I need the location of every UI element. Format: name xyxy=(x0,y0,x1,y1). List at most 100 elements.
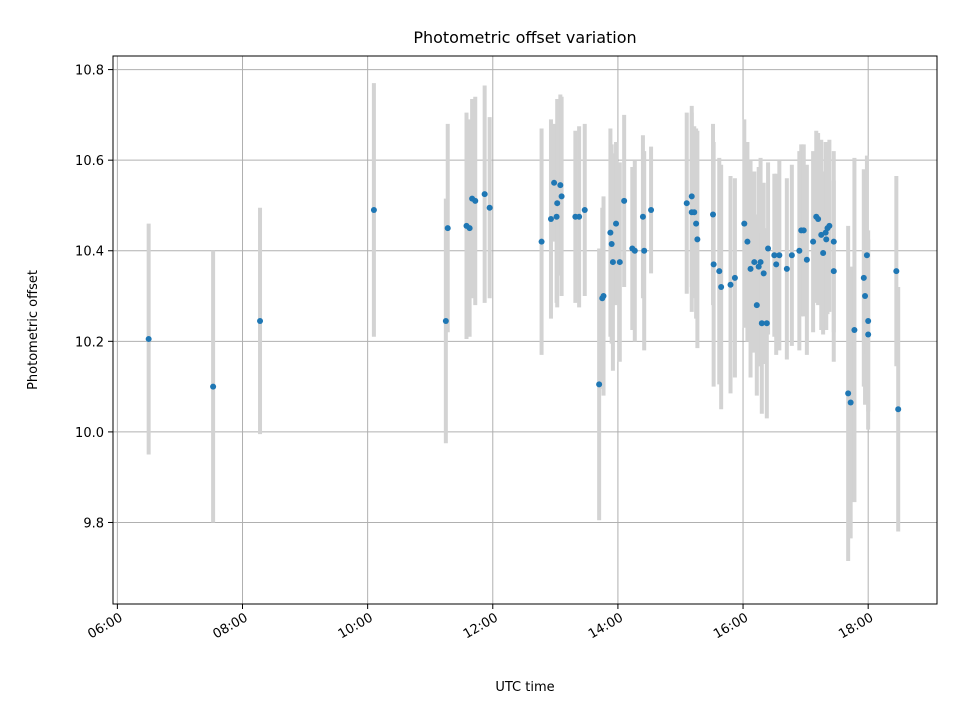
x-tick-label: 10:00 xyxy=(336,610,376,642)
data-point xyxy=(758,320,765,327)
data-point xyxy=(741,220,748,227)
x-axis-label: UTC time xyxy=(495,680,554,695)
data-point xyxy=(600,293,607,300)
data-point xyxy=(576,213,583,220)
data-point xyxy=(800,227,807,234)
y-tick-label: 10.0 xyxy=(75,426,104,441)
data-point xyxy=(731,274,738,281)
data-point xyxy=(865,317,872,324)
data-point xyxy=(830,238,837,245)
y-tick-label: 9.8 xyxy=(83,516,104,531)
data-point xyxy=(895,406,902,413)
data-point xyxy=(648,206,655,213)
data-point xyxy=(210,383,217,390)
data-point xyxy=(747,265,754,272)
data-point xyxy=(616,259,623,266)
x-tick-label: 18:00 xyxy=(836,610,876,642)
data-point xyxy=(845,390,852,397)
data-point xyxy=(551,179,558,186)
plot-area-frame xyxy=(112,55,938,605)
data-point xyxy=(444,225,451,232)
data-point xyxy=(744,238,751,245)
data-point xyxy=(822,229,829,236)
data-point xyxy=(810,238,817,245)
y-tick-label: 10.4 xyxy=(75,245,104,260)
data-point xyxy=(815,216,822,223)
data-point xyxy=(558,193,565,200)
x-tick-label: 06:00 xyxy=(85,610,125,642)
data-point xyxy=(691,209,698,216)
data-point xyxy=(553,213,560,220)
y-axis-label: Photometric offset xyxy=(26,270,41,390)
data-point xyxy=(830,268,837,275)
data-point xyxy=(442,317,449,324)
data-point xyxy=(466,225,473,232)
data-point xyxy=(710,261,717,268)
data-point xyxy=(893,268,900,275)
data-point xyxy=(760,270,767,277)
data-point xyxy=(710,211,717,218)
data-point xyxy=(631,247,638,254)
data-point xyxy=(538,238,545,245)
data-point xyxy=(718,283,725,290)
x-tick-label: 08:00 xyxy=(211,610,251,642)
data-points xyxy=(145,179,902,413)
data-point xyxy=(727,281,734,288)
data-point xyxy=(765,245,772,252)
data-point xyxy=(820,250,827,257)
data-point xyxy=(472,197,479,204)
data-point xyxy=(608,240,615,247)
data-point xyxy=(788,252,795,259)
data-point xyxy=(755,263,762,270)
data-point xyxy=(481,191,488,198)
data-point xyxy=(641,247,648,254)
data-point xyxy=(621,197,628,204)
data-point xyxy=(693,220,700,227)
data-point xyxy=(823,236,830,243)
x-axis-ticks: 06:00 08:00 10:00 12:00 14:00 16:00 18:00 xyxy=(85,604,876,642)
data-point xyxy=(851,327,858,333)
data-point xyxy=(639,213,646,220)
data-point xyxy=(776,252,783,259)
data-point xyxy=(486,204,493,211)
data-point xyxy=(763,320,770,327)
data-point xyxy=(757,259,764,266)
data-point xyxy=(370,206,377,213)
x-tick-label: 12:00 xyxy=(461,610,501,642)
x-tick-label: 14:00 xyxy=(586,610,626,642)
y-tick-label: 10.2 xyxy=(75,335,104,350)
data-point xyxy=(803,256,810,263)
data-point xyxy=(557,182,564,189)
x-tick-label: 16:00 xyxy=(711,610,751,642)
y-axis-ticks: 9.8 10.0 10.2 10.4 10.6 10.8 xyxy=(75,64,113,531)
data-point xyxy=(609,259,616,266)
data-point xyxy=(581,206,588,213)
data-point xyxy=(554,200,561,207)
data-point xyxy=(860,274,867,281)
data-point xyxy=(865,331,872,338)
data-point xyxy=(257,317,264,324)
data-point xyxy=(773,261,780,268)
data-point xyxy=(716,268,723,275)
data-point xyxy=(863,252,870,259)
data-point xyxy=(683,200,690,207)
data-point xyxy=(751,259,758,266)
data-point xyxy=(688,193,695,200)
data-point xyxy=(596,381,603,388)
data-point xyxy=(694,236,701,243)
data-point xyxy=(607,229,614,236)
data-point xyxy=(783,265,790,272)
data-point xyxy=(796,247,803,254)
data-point xyxy=(862,293,869,300)
data-point xyxy=(826,222,833,229)
y-tick-label: 10.8 xyxy=(75,64,104,79)
data-point xyxy=(847,399,854,406)
data-point xyxy=(145,336,152,343)
data-point xyxy=(771,252,778,259)
chart-title: Photometric offset variation xyxy=(413,28,636,47)
data-point xyxy=(547,216,554,223)
y-tick-label: 10.6 xyxy=(75,154,104,169)
data-point xyxy=(613,220,620,227)
data-point xyxy=(753,302,760,309)
